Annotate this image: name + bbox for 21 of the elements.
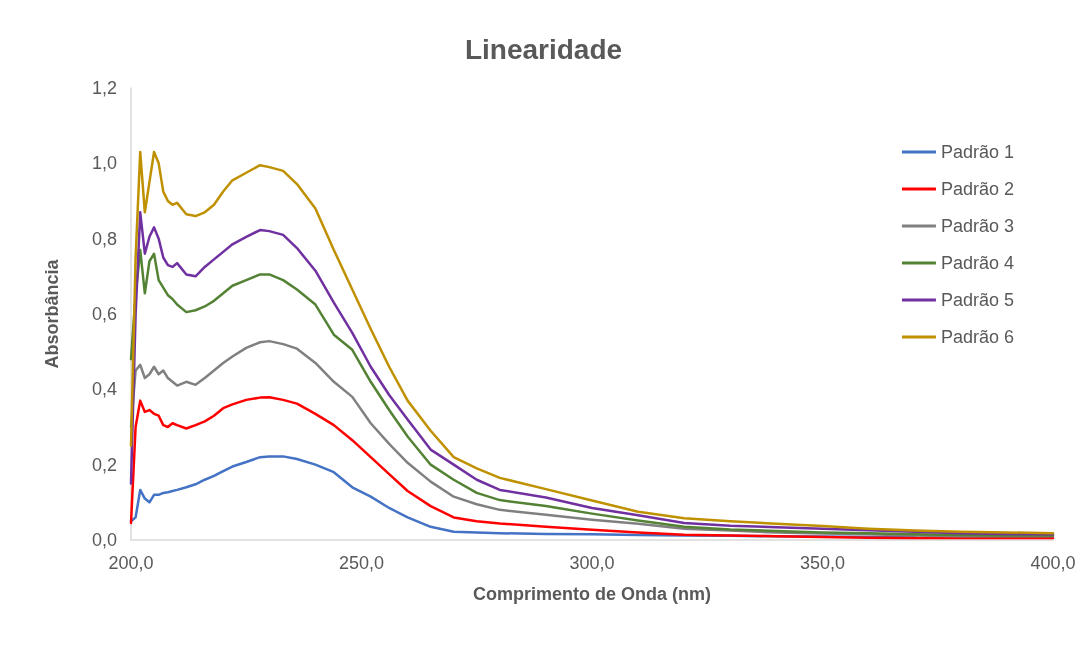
legend-label: Padrão 4 [940,253,1015,273]
y-tick-label: 0,4 [91,379,117,400]
x-tick-label: 300,0 [569,553,615,573]
y-tick-label: 0,8 [91,228,117,249]
y-tick-label: 0,2 [91,454,117,475]
y-tick-label: 0,6 [91,304,117,324]
legend-label: Padrão 1 [940,142,1015,162]
legend-label: Padrão 5 [940,290,1015,310]
legend-label: Padrão 6 [940,327,1015,347]
y-tick-label: 0,0 [91,530,117,550]
legend-label: Padrão 3 [940,216,1015,236]
x-tick-label: 350,0 [799,553,846,573]
y-tick-label: 1,0 [91,153,117,174]
x-tick-label: 250,0 [338,553,385,573]
x-tick-label: 200,0 [108,553,154,573]
legend-label: Padrão 2 [940,179,1015,199]
x-axis-title: Comprimento de Onda (nm) [473,584,711,604]
y-axis-title: Absorbância [42,258,62,369]
y-tick-label: 1,2 [91,78,117,98]
chart-title: Linearidade [464,33,623,65]
x-tick-label: 400,0 [1030,553,1076,573]
